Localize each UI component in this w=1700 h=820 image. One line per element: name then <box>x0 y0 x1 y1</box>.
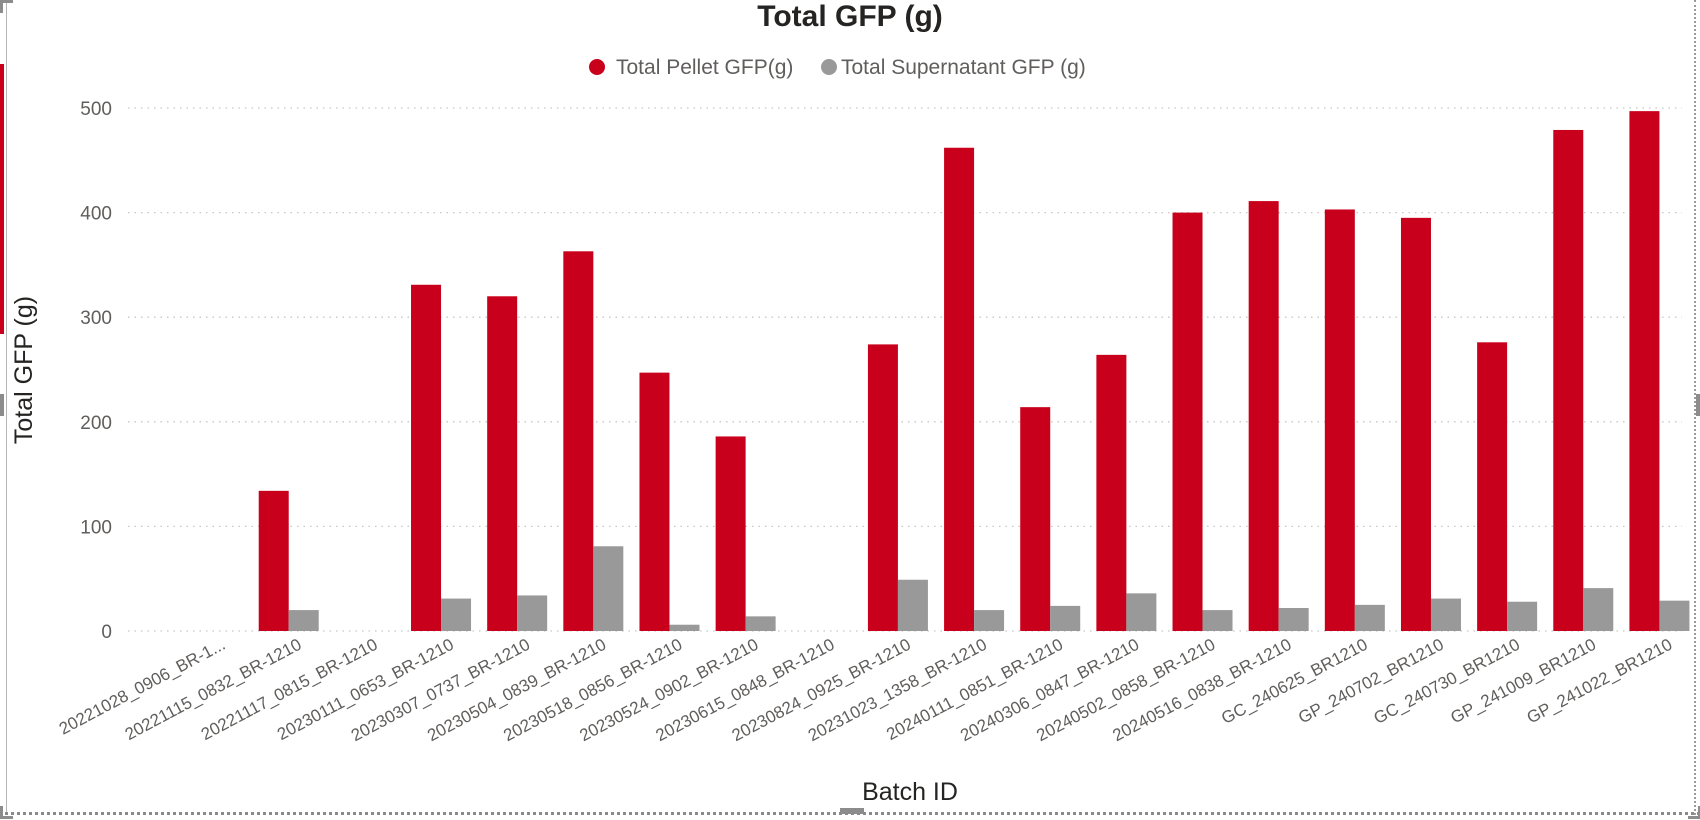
y-tick-label: 400 <box>80 204 112 225</box>
resize-handle-left[interactable] <box>0 394 4 416</box>
bar-supernatant[interactable] <box>441 598 472 631</box>
gridlines <box>128 107 1682 632</box>
bar-pellet[interactable] <box>1553 129 1584 631</box>
bar-supernatant[interactable] <box>669 624 700 631</box>
resize-handle-bottom[interactable] <box>840 808 864 814</box>
bar-pellet[interactable] <box>1629 111 1660 631</box>
bar-supernatant[interactable] <box>974 610 1005 631</box>
bar-pellet[interactable] <box>1477 342 1508 631</box>
y-tick-label: 0 <box>101 622 112 643</box>
legend-label-pellet[interactable]: Total Pellet GFP(g) <box>616 56 793 79</box>
y-tick-label: 200 <box>80 413 112 434</box>
bar-pellet[interactable] <box>411 284 442 631</box>
visual-right-border <box>1694 0 1696 815</box>
bar-supernatant[interactable] <box>1430 598 1461 631</box>
bar-pellet[interactable] <box>1020 407 1051 631</box>
legend-label-supernatant[interactable]: Total Supernatant GFP (g) <box>841 56 1086 79</box>
bar-pellet[interactable] <box>1400 217 1431 631</box>
bar-pellet[interactable] <box>487 296 518 631</box>
bar-supernatant[interactable] <box>517 595 548 631</box>
y-tick-label: 500 <box>80 99 112 120</box>
x-tick-label: GP_241022_BR1210 <box>1524 635 1676 728</box>
bar-pellet[interactable] <box>258 490 289 631</box>
bar-supernatant[interactable] <box>897 579 928 631</box>
bar-supernatant[interactable] <box>288 610 319 631</box>
bar-supernatant[interactable] <box>1050 605 1081 631</box>
bar-pellet[interactable] <box>867 344 898 631</box>
bar-pellet[interactable] <box>563 251 594 631</box>
bar-supernatant[interactable] <box>1354 604 1385 631</box>
bar-pellet[interactable] <box>715 436 746 631</box>
x-tick-label: GC_240625_BR1210 <box>1218 635 1370 728</box>
y-axis-title: Total GFP (g) <box>10 296 38 444</box>
bars <box>258 111 1690 632</box>
resize-corner-bottom-right[interactable] <box>1688 806 1700 819</box>
x-axis-title: Batch ID <box>862 778 958 806</box>
bar-supernatant[interactable] <box>1659 600 1690 631</box>
bar-supernatant[interactable] <box>593 546 624 631</box>
resize-corner-bottom-left[interactable] <box>0 806 13 819</box>
bar-supernatant[interactable] <box>1126 593 1157 631</box>
bar-pellet[interactable] <box>1248 201 1279 631</box>
bar-pellet[interactable] <box>944 147 975 632</box>
x-tick-label: GC_240730_BR1210 <box>1371 635 1523 728</box>
bar-supernatant[interactable] <box>1278 607 1309 631</box>
bar-supernatant[interactable] <box>1507 601 1538 631</box>
bar-supernatant[interactable] <box>1202 610 1233 631</box>
resize-corner-top-left[interactable] <box>0 0 13 13</box>
chart-title: Total GFP (g) <box>757 0 943 33</box>
x-axis-ticks: 20221028_0906_BR-1...20221115_0832_BR-12… <box>56 635 1675 745</box>
bar-pellet[interactable] <box>1172 212 1203 631</box>
bar-pellet[interactable] <box>1324 209 1355 631</box>
y-tick-label: 300 <box>80 308 112 329</box>
legend: Total Pellet GFP(g) Total Supernatant GF… <box>589 56 1086 79</box>
visual-selection-accent <box>0 64 4 334</box>
x-tick-label: GP_241009_BR1210 <box>1448 635 1600 728</box>
bar-supernatant[interactable] <box>1583 588 1614 631</box>
bar-supernatant[interactable] <box>745 616 776 631</box>
legend-marker-pellet <box>589 59 605 75</box>
y-tick-label: 100 <box>80 517 112 538</box>
legend-marker-supernatant <box>821 59 837 75</box>
bar-pellet[interactable] <box>1096 354 1127 631</box>
bar-pellet[interactable] <box>639 372 670 631</box>
y-axis-ticks: 0 100 200 300 400 500 <box>80 99 112 643</box>
visual-left-edge <box>6 0 7 815</box>
resize-handle-right[interactable] <box>1696 394 1700 416</box>
